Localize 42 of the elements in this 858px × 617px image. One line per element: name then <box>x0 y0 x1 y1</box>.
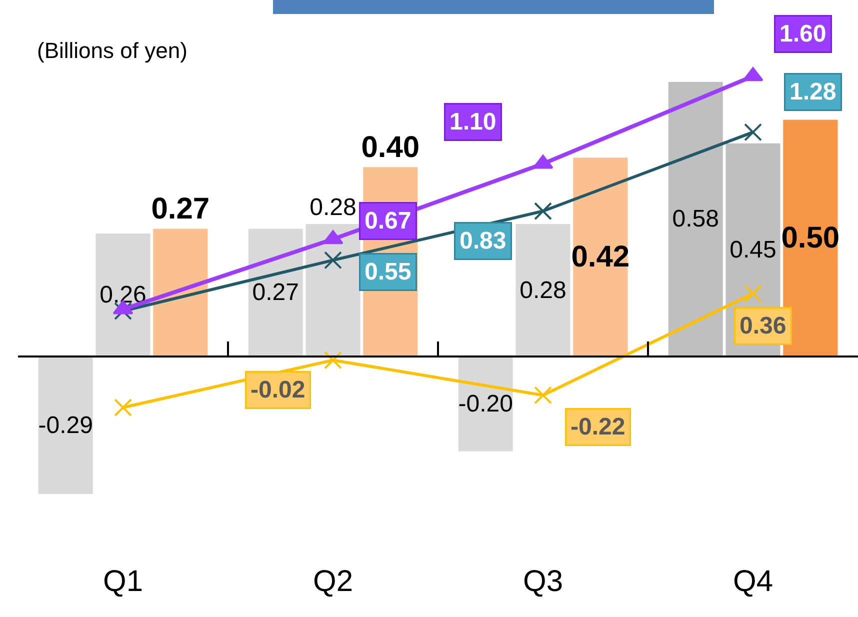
data-label: -0.29 <box>38 412 93 439</box>
data-label: 0.28 <box>520 276 566 304</box>
point <box>114 302 132 320</box>
x-tick-label: Q1 <box>102 565 144 598</box>
bar <box>153 228 208 357</box>
data-label: 0.27 <box>151 192 210 226</box>
point <box>744 123 762 142</box>
x-tick-label: Q4 <box>732 565 774 598</box>
data-label: 0.58 <box>672 206 719 233</box>
text: (Billions of yen) <box>37 38 188 63</box>
x-tick-label: Q3 <box>522 565 564 598</box>
point <box>534 386 552 404</box>
data-label: 0.40 <box>361 131 420 164</box>
data-label: -0.22 <box>570 414 626 440</box>
bar <box>38 356 93 494</box>
data-label: -0.20 <box>458 390 513 418</box>
bar <box>248 228 303 357</box>
data-label: 1.28 <box>790 78 836 106</box>
data-label: 0.45 <box>730 236 776 264</box>
bar <box>573 158 628 357</box>
data-label: 0.28 <box>310 194 356 221</box>
data-label: 0.36 <box>740 312 786 340</box>
point <box>324 251 342 270</box>
data-label: 0.67 <box>364 208 412 234</box>
data-label: 0.42 <box>571 240 630 274</box>
bar <box>668 82 723 357</box>
data-label: 0.55 <box>364 258 412 286</box>
bar <box>516 224 570 357</box>
bar <box>96 233 150 357</box>
data-label: 1.10 <box>450 108 496 136</box>
point <box>324 351 342 370</box>
data-label: 0.26 <box>100 282 146 309</box>
data-label: 0.27 <box>252 279 299 306</box>
bar <box>306 224 360 357</box>
point <box>744 284 762 303</box>
point <box>534 202 552 220</box>
data-label: 1.60 <box>780 20 826 48</box>
x-tick-label: Q2 <box>312 565 354 598</box>
data-label: -0.02 <box>250 376 306 404</box>
data-label: 0.83 <box>460 228 506 254</box>
point <box>114 398 132 416</box>
bar <box>458 356 513 452</box>
